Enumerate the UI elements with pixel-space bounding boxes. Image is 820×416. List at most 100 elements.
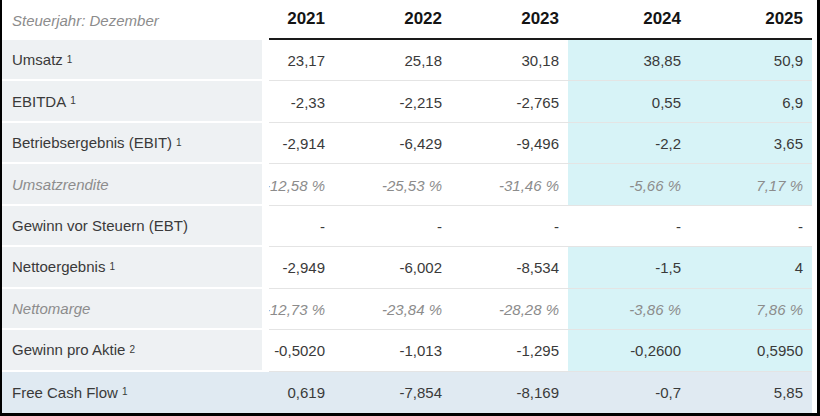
table-row: Gewinn pro Aktie2-0,5020 -1,013 -1,295 -0,2… [2, 330, 817, 371]
cell-value: 4 [690, 247, 812, 288]
row-label: Betriebsergebnis (EBIT)1 [2, 123, 269, 164]
cell-value: -7,854 [334, 372, 451, 413]
year-header-label: 2021 [287, 9, 325, 29]
cell-value-text: - [554, 217, 559, 234]
cell-value-text: -12,58 % [269, 176, 325, 193]
table-row: Betriebsergebnis (EBIT)1-2,914-6,429-9,4… [2, 123, 817, 164]
cell-value-text: -0,7 [655, 384, 681, 401]
cell-value: 5,85 [690, 372, 812, 413]
cell-value: 50,9 [690, 40, 812, 81]
cell-value: -0,7 [568, 372, 690, 413]
cell-value-text: -0,2600 [630, 342, 681, 359]
cell-value-text: 50,9 [774, 52, 803, 69]
cell-value-text: - [437, 217, 442, 234]
cell-value-text: -2,949 [282, 259, 325, 276]
cell-value: 38,85 [568, 40, 690, 81]
cell-value-text: -8,169 [516, 384, 559, 401]
cell-value-text: -1,295 [516, 342, 559, 359]
cell-value: -2,949 [269, 247, 334, 288]
cell-value-text: 3,65 [774, 135, 803, 152]
cell-value: -8,534 [451, 247, 568, 288]
row-label: EBITDA1 [2, 81, 269, 122]
cell-value-text: -2,765 [516, 93, 559, 110]
cell-value-text: 6,9 [782, 93, 803, 110]
cell-value: -28,28 % [451, 289, 568, 330]
row-label-text: Gewinn vor Steuern (EBT) [12, 217, 188, 234]
cell-value-text: - [320, 217, 325, 234]
cell-value: -8,169 [451, 372, 568, 413]
cell-value: - [690, 206, 812, 247]
table-row: Gewinn vor Steuern (EBT) - - - - - [2, 206, 817, 247]
cell-value: 23,17 [269, 40, 334, 81]
cell-value-text: -23,84 % [382, 300, 442, 317]
row-label: Umsatz1 [2, 40, 269, 81]
cell-value: 3,65 [690, 123, 812, 164]
cell-value-text: 38,85 [643, 52, 681, 69]
table-header-row: Steuerjahr: Dezember 2021202220232024202… [2, 0, 817, 40]
year-header-label: 2022 [404, 9, 442, 29]
year-header: 2023 [451, 0, 568, 40]
cell-value: -23,84 % [334, 289, 451, 330]
cell-value-text: 25,18 [404, 52, 442, 69]
cell-value: 0,5950 [690, 330, 812, 371]
cell-value-text: - [798, 217, 803, 234]
year-header: 2024 [568, 0, 690, 40]
cell-value-text: -6,429 [399, 135, 442, 152]
table-row: Umsatz123,1725,1830,1838,8550,9 [2, 40, 817, 81]
cell-value-text: -6,002 [399, 259, 442, 276]
fiscal-year-table: Steuerjahr: Dezember 2021202220232024202… [0, 0, 820, 416]
cell-value: -6,429 [334, 123, 451, 164]
cell-value: -2,33 [269, 81, 334, 122]
cell-value: -12,73 % [269, 289, 334, 330]
cell-value-text: -2,33 [291, 93, 325, 110]
cell-value-text: -31,46 % [499, 176, 559, 193]
cell-value-text: -1,5 [655, 259, 681, 276]
row-label: Nettoergebnis1 [2, 247, 269, 288]
cell-value: 0,55 [568, 81, 690, 122]
cell-value: -1,5 [568, 247, 690, 288]
cell-value-text: -2,2 [655, 135, 681, 152]
row-label: Gewinn vor Steuern (EBT) [2, 206, 269, 247]
cell-value: -2,765 [451, 81, 568, 122]
table-body: Umsatz123,1725,1830,1838,8550,9EBITDA1-2… [2, 40, 817, 413]
row-label-text: Nettoergebnis [12, 258, 105, 275]
row-label-text: Umsatzrendite [12, 176, 109, 193]
cell-value: -3,86 % [568, 289, 690, 330]
row-label: Umsatzrendite [2, 164, 269, 205]
cell-value: - [269, 206, 334, 247]
cell-value: -5,66 % [568, 164, 690, 205]
cell-value-text: -8,534 [516, 259, 559, 276]
cell-value-text: 0,619 [287, 384, 325, 401]
cell-value: -2,215 [334, 81, 451, 122]
cell-value-text: - [676, 217, 681, 234]
cell-value: 6,9 [690, 81, 812, 122]
year-header-label: 2023 [521, 9, 559, 29]
cell-value: -25,53 % [334, 164, 451, 205]
cell-value-text: -25,53 % [382, 176, 442, 193]
cell-value-text: -28,28 % [499, 300, 559, 317]
cell-value: -0,2600 [568, 330, 690, 371]
cell-value-text: -1,013 [399, 342, 442, 359]
cell-value-text: 5,85 [774, 384, 803, 401]
cell-value-text: -9,496 [516, 135, 559, 152]
cell-value: -0,5020 [269, 330, 334, 371]
table-row: Nettomarge-12,73 % -23,84 % -28,28 % -3,86 … [2, 289, 817, 330]
table-row: Nettoergebnis1 -2,949 -6,002 -8,534 -1,5 4 [2, 247, 817, 288]
cell-value-text: 0,5950 [757, 342, 803, 359]
cell-value-text: 23,17 [287, 52, 325, 69]
cell-value-text: -5,66 % [629, 176, 681, 193]
cell-value-text: 0,55 [652, 93, 681, 110]
table-row: Umsatzrendite -12,58 % -25,53 % -31,46 % -5,… [2, 164, 817, 205]
cell-value: 0,619 [269, 372, 334, 413]
cell-value-text: -12,73 % [269, 300, 325, 317]
row-label-text: Umsatz [12, 51, 63, 68]
cell-value: -1,295 [451, 330, 568, 371]
cell-value: 25,18 [334, 40, 451, 81]
row-label: Nettomarge [2, 289, 269, 330]
corner-label: Steuerjahr: Dezember [2, 0, 269, 40]
cell-value-text: 7,17 % [756, 176, 803, 193]
cell-value: - [451, 206, 568, 247]
row-label-text: Gewinn pro Aktie [12, 341, 125, 358]
cell-value: - [334, 206, 451, 247]
row-label: Gewinn pro Aktie2 [2, 330, 269, 371]
